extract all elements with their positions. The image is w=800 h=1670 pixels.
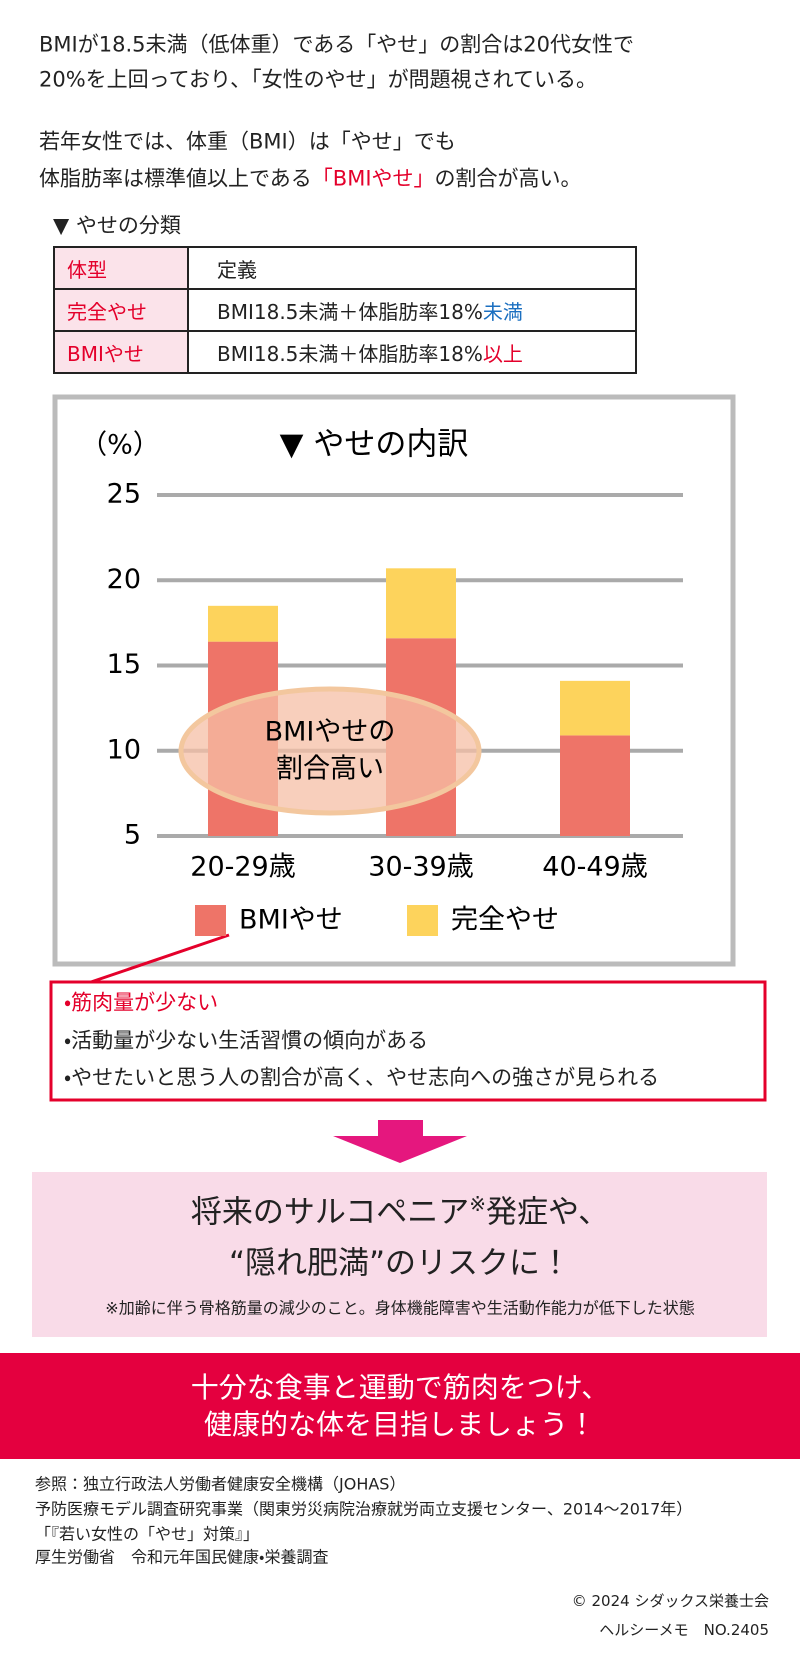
y-tick-label: 15 bbox=[107, 649, 141, 680]
intro-line: 20%を上回っており、「女性のやせ」が問題視されている。 bbox=[39, 67, 598, 92]
reference: 「『若い女性の「やせ」対策』」 bbox=[35, 1524, 260, 1544]
x-tick-label: 20-29歳 bbox=[190, 852, 295, 883]
emphasis: 以上 bbox=[482, 341, 523, 366]
bar-segment bbox=[208, 605, 278, 642]
text: の割合が高い。 bbox=[434, 166, 582, 191]
x-tick-label: 30-39歳 bbox=[368, 852, 473, 883]
risk-heading: 将来のサルコペニア※発症や、 bbox=[0, 1192, 800, 1232]
intro-line: BMIが18.5未満（低体重）である「やせ」の割合は20代女性で bbox=[39, 32, 634, 57]
legend-swatch bbox=[195, 905, 226, 936]
annotation-text: BMIやせの bbox=[265, 717, 396, 748]
y-tick-label: 25 bbox=[107, 479, 141, 510]
bullet: ・活動量が少ない生活習慣の傾向がある bbox=[64, 1028, 429, 1053]
chart-title: ▼ やせの内訳 bbox=[280, 427, 469, 463]
footer: © 2024 シダックス栄養士会 bbox=[571, 1592, 769, 1610]
risk-box bbox=[32, 1172, 767, 1337]
reference: 厚生労働省 令和元年国民健康・栄養調査 bbox=[35, 1547, 329, 1567]
text: BMI18.5未満＋体脂肪率18% bbox=[217, 341, 483, 366]
bullet: ・やせたいと思う人の割合が高く、やせ志向への強さが見られる bbox=[64, 1065, 660, 1090]
legend-swatch bbox=[407, 905, 438, 936]
text: 将来のサルコペニア bbox=[190, 1194, 470, 1231]
definition-cell: BMI18.5未満＋体脂肪率18%以上 bbox=[187, 330, 637, 374]
table-caption: ▼ やせの分類 bbox=[53, 213, 181, 238]
banner-text: 十分な食事と運動で筋肉をつけ、 bbox=[190, 1371, 610, 1405]
intro-line: 体脂肪率は標準値以上である「BMIやせ」の割合が高い。 bbox=[39, 166, 582, 191]
bar-segment bbox=[560, 735, 630, 836]
y-tick-label: 5 bbox=[124, 820, 141, 851]
annotation-ellipse bbox=[178, 686, 482, 816]
x-tick-label: 40-49歳 bbox=[542, 852, 647, 883]
legend-label: BMIやせ bbox=[239, 905, 343, 936]
text: BMI18.5未満＋体脂肪率18% bbox=[217, 299, 483, 324]
type-cell: BMIやせ bbox=[53, 330, 189, 374]
footer: ヘルシーメモ NO.2405 bbox=[599, 1621, 769, 1639]
bullet-box bbox=[49, 980, 767, 1102]
intro-line: 若年女性では、体重（BMI）は「やせ」でも bbox=[39, 129, 456, 154]
risk-heading: “隠れ肥満”のリスクに！ bbox=[228, 1245, 572, 1282]
emphasis: 未満 bbox=[482, 299, 523, 324]
y-tick-label: 20 bbox=[107, 564, 141, 595]
arrow-head bbox=[333, 1136, 467, 1163]
banner bbox=[0, 1353, 800, 1459]
banner-text: 健康的な体を目指しましょう！ bbox=[203, 1408, 596, 1442]
highlight: 「BMIやせ」 bbox=[311, 166, 435, 191]
bar-segment bbox=[386, 568, 456, 639]
arrow-stem bbox=[378, 1120, 423, 1137]
reference: 参照：独立行政法人労働者健康安全機構（JOHAS） bbox=[35, 1474, 406, 1494]
chart-frame bbox=[52, 394, 736, 967]
header-cell: 定義 bbox=[187, 246, 637, 290]
risk-note: ※加齢に伴う骨格筋量の減少のこと。身体機能障害や生活動作能力が低下した状態 bbox=[105, 1298, 695, 1318]
text: 体脂肪率は標準値以上である bbox=[39, 166, 312, 191]
reference: 予防医療モデル調査研究事業（関東労災病院治療就労両立支援センター、2014～20… bbox=[35, 1499, 693, 1519]
y-tick-label: 10 bbox=[107, 734, 141, 765]
bar-segment bbox=[560, 680, 630, 736]
annotation-text: 割合高い bbox=[276, 754, 384, 785]
header-cell: 体型 bbox=[53, 246, 189, 290]
legend-label: 完全やせ bbox=[451, 905, 559, 936]
chart: ▼ やせの内訳 （%） 5 10 15 20 25 20-29歳 30-39歳 40-49歳 BMI… bbox=[80, 427, 683, 936]
callout-line bbox=[90, 933, 230, 984]
type-cell: 完全やせ bbox=[53, 288, 189, 332]
text: 発症や、 bbox=[486, 1194, 610, 1231]
classification-table: 体型 定義 完全やせ BMI18.5未満＋体脂肪率18%未満 BMIやせ BMI18.… bbox=[53, 246, 637, 374]
bullet: ・筋肉量が少ない bbox=[64, 990, 219, 1015]
note-mark: ※ bbox=[469, 1192, 487, 1217]
y-axis-label: （%） bbox=[80, 430, 160, 461]
definition-cell: BMI18.5未満＋体脂肪率18%未満 bbox=[187, 288, 637, 332]
